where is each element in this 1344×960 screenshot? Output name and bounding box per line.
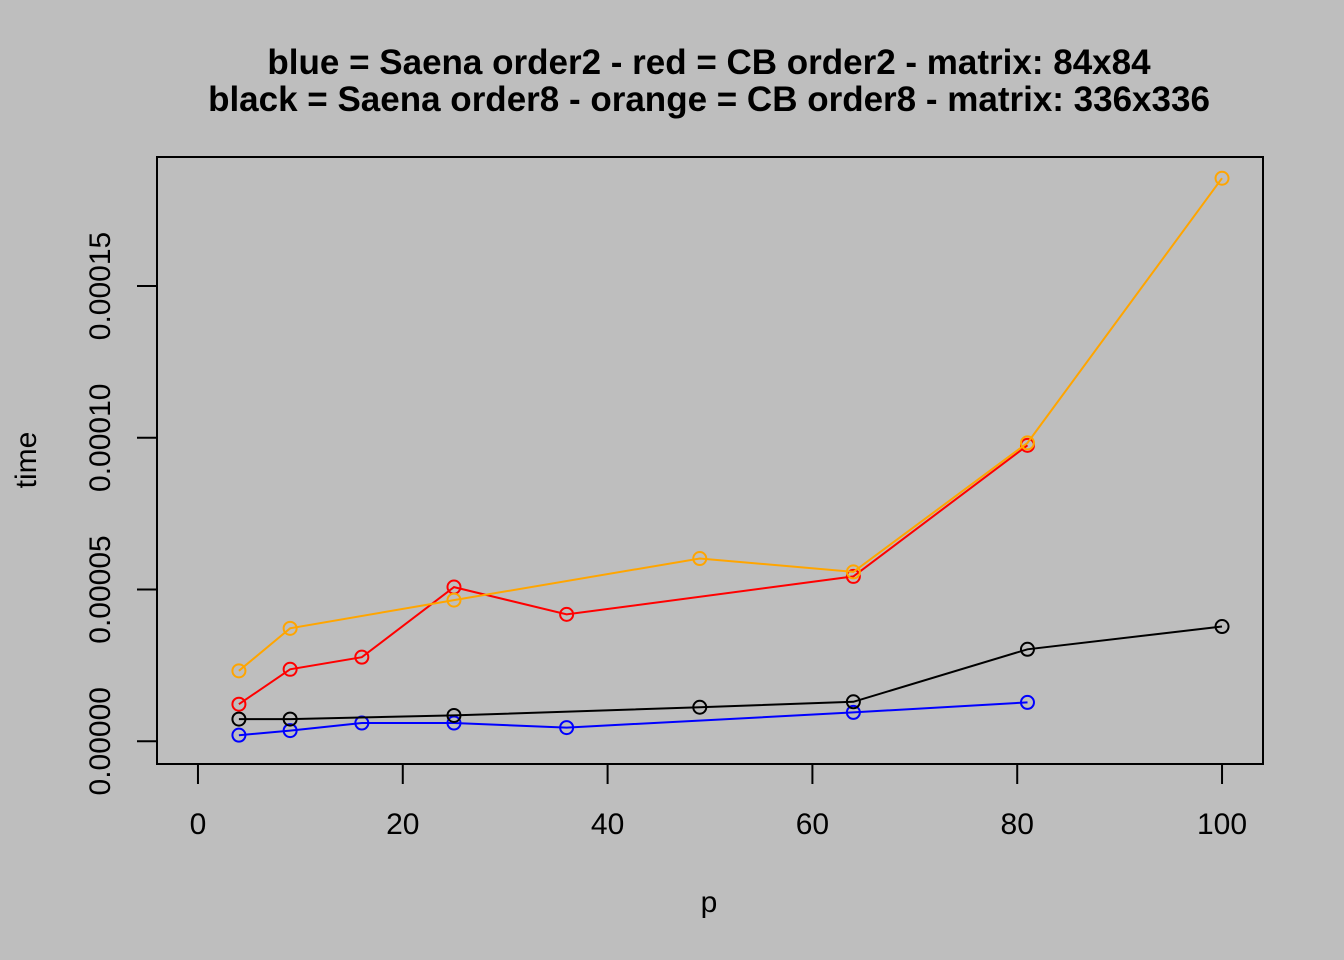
x-axis: 0 20 40 60 80 100: [190, 763, 1247, 841]
y-tick-label: 0.00000: [84, 687, 117, 795]
x-tick-label: 40: [591, 808, 624, 841]
series-line: [238, 177, 1223, 672]
chart-title-line-2: black = Saena order8 - orange = CB order…: [208, 80, 1210, 119]
data-point: [446, 707, 462, 723]
series-layer: [231, 170, 1230, 743]
series-0: [231, 694, 1035, 743]
data-point: [282, 723, 298, 739]
x-tick-label: 100: [1197, 808, 1247, 841]
data-point: [282, 620, 298, 636]
data-point: [1214, 170, 1230, 186]
x-tick-label: 20: [386, 808, 419, 841]
data-point: [559, 720, 575, 736]
plot-frame: [156, 156, 1264, 765]
data-point: [1019, 435, 1035, 451]
data-point: [231, 727, 247, 743]
series-line: [238, 625, 1223, 721]
chart-title-line-1: blue = Saena order2 - red = CB order2 - …: [267, 43, 1151, 82]
data-point: [446, 592, 462, 608]
y-axis-label: time: [10, 432, 43, 489]
y-tick-label: 0.00015: [84, 232, 117, 340]
y-axis: 0.00000 0.00005 0.00010 0.00015: [84, 232, 158, 795]
series-3: [231, 170, 1230, 679]
data-point: [282, 661, 298, 677]
series-line: [238, 444, 1029, 706]
data-point: [231, 663, 247, 679]
y-tick-label: 0.00005: [84, 535, 117, 643]
data-point: [231, 711, 247, 727]
data-point: [845, 694, 861, 710]
data-point: [692, 551, 708, 567]
data-point: [446, 715, 462, 731]
data-point: [692, 699, 708, 715]
data-point: [559, 606, 575, 622]
x-axis-label: p: [701, 886, 718, 919]
series-1: [231, 437, 1035, 712]
data-point: [231, 696, 247, 712]
x-tick-label: 80: [1001, 808, 1034, 841]
x-tick-label: 60: [796, 808, 829, 841]
series-2: [231, 619, 1230, 727]
y-tick-label: 0.00010: [84, 384, 117, 492]
data-point: [845, 564, 861, 580]
series-line: [238, 701, 1028, 737]
data-point: [282, 711, 298, 727]
x-tick-label: 0: [190, 808, 207, 841]
data-point: [845, 704, 861, 720]
data-point: [845, 568, 861, 584]
data-point: [1214, 619, 1230, 635]
data-point: [354, 649, 370, 665]
data-point: [1019, 641, 1035, 657]
data-point: [1019, 694, 1035, 710]
